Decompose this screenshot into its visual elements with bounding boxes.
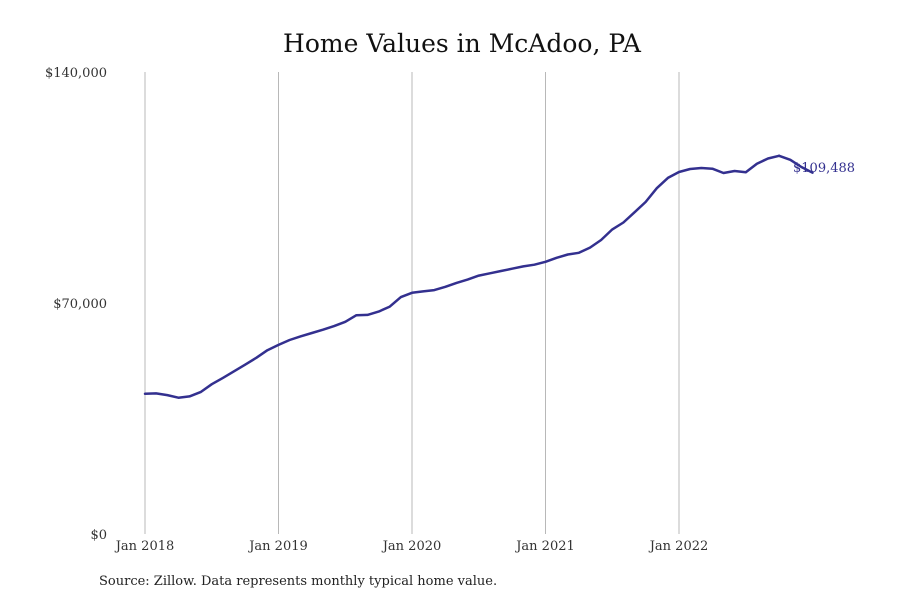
x-tick-label: Jan 2018 bbox=[114, 539, 175, 554]
chart-title: Home Values in McAdoo, PA bbox=[283, 29, 642, 58]
y-tick-label: $0 bbox=[90, 528, 107, 543]
y-axis-tick-labels: $0 $70,000 $140,000 bbox=[45, 66, 107, 543]
x-tick-label: Jan 2020 bbox=[381, 539, 442, 554]
x-tick-label: Jan 2019 bbox=[247, 539, 308, 554]
x-tick-label: Jan 2022 bbox=[648, 539, 709, 554]
grid-lines bbox=[144, 72, 680, 534]
series-layer bbox=[143, 154, 814, 399]
y-tick-label: $140,000 bbox=[45, 66, 107, 81]
series-line-0 bbox=[143, 154, 781, 399]
x-tick-label: Jan 2021 bbox=[514, 539, 575, 554]
x-axis-tick-labels: Jan 2018 Jan 2019 Jan 2020 Jan 2021 Jan 2022 bbox=[114, 539, 709, 554]
source-note: Source: Zillow. Data represents monthly … bbox=[99, 574, 497, 589]
series-line-1 bbox=[777, 154, 814, 174]
y-tick-label: $70,000 bbox=[53, 297, 107, 312]
end-value-label: $109,488 bbox=[793, 161, 855, 176]
